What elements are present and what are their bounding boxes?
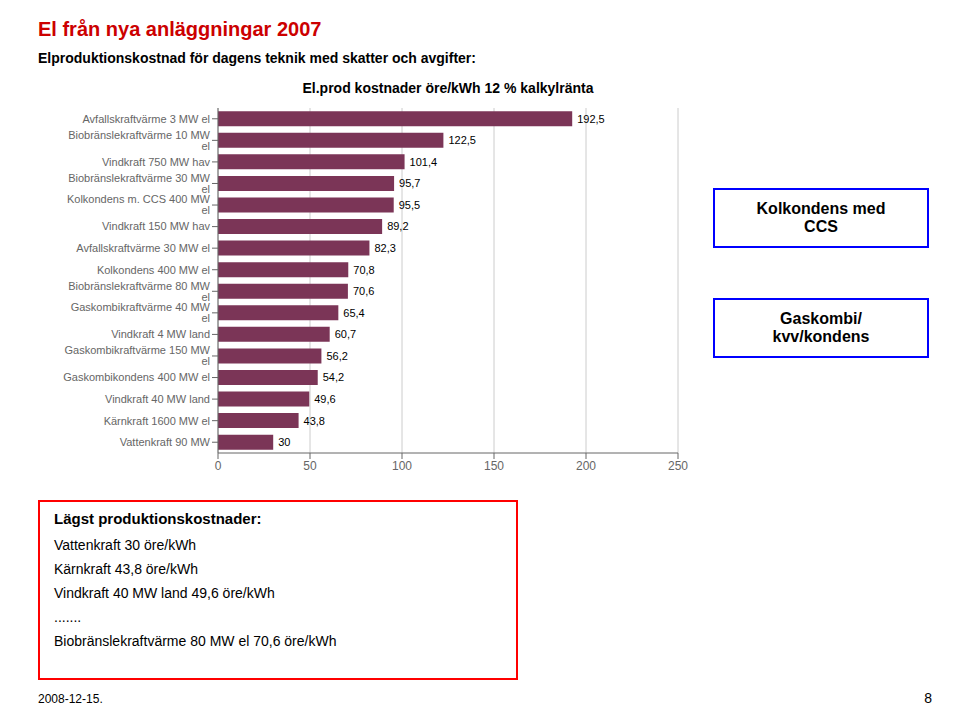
svg-text:30: 30	[278, 436, 290, 448]
html-text:8: 8	[924, 690, 932, 706]
html-text:Elproduktionskostnad för dagen: Elproduktionskostnad för dagens teknik m…	[38, 50, 476, 66]
svg-text:65,4: 65,4	[343, 307, 364, 319]
svg-text:150: 150	[484, 459, 504, 473]
svg-text:60,7: 60,7	[335, 328, 356, 340]
svg-text:43,8: 43,8	[304, 415, 325, 427]
html-text:El.prod kostnader öre/kWh 12 %: El.prod kostnader öre/kWh 12 % kalkylrän…	[302, 80, 594, 96]
html-text:Vindkraft 40 MW land 49,6 öre/: Vindkraft 40 MW land 49,6 öre/kWh	[54, 585, 275, 601]
svg-text:Gaskombikraftvärme 150 MWel: Gaskombikraftvärme 150 MWel	[65, 344, 211, 367]
html-text:Biobränslekraftvärme 80 MW el: Biobränslekraftvärme 80 MW el 70,6 öre/k…	[54, 633, 337, 649]
svg-text:89,2: 89,2	[387, 220, 408, 232]
svg-text:101,4: 101,4	[410, 156, 438, 168]
svg-text:Vindkraft 750 MW hav: Vindkraft 750 MW hav	[102, 156, 211, 168]
svg-text:Kärnkraft 1600 MW el: Kärnkraft 1600 MW el	[104, 415, 210, 427]
svg-text:Gaskombikondens 400 MW el: Gaskombikondens 400 MW el	[63, 371, 210, 383]
svg-text:Biobränslekraftvärme 30 MWel: Biobränslekraftvärme 30 MWel	[68, 172, 210, 195]
html-text:El från nya anläggningar 2007: El från nya anläggningar 2007	[38, 18, 322, 40]
svg-text:Gaskombikraftvärme 40 MWel: Gaskombikraftvärme 40 MWel	[71, 301, 211, 324]
svg-text:50: 50	[303, 459, 317, 473]
svg-text:Vindkraft 40 MW land: Vindkraft 40 MW land	[105, 393, 210, 405]
svg-text:Avfallskraftvärme 3 MW el: Avfallskraftvärme 3 MW el	[82, 113, 210, 125]
svg-text:100: 100	[392, 459, 412, 473]
svg-text:192,5: 192,5	[577, 113, 605, 125]
svg-text:Vattenkraft 90 MW: Vattenkraft 90 MW	[120, 436, 211, 448]
svg-text:Kolkondens m. CCS 400 MWel: Kolkondens m. CCS 400 MWel	[67, 193, 211, 216]
svg-text:82,3: 82,3	[374, 242, 395, 254]
svg-text:Avfallskraftvärme 30 MW el: Avfallskraftvärme 30 MW el	[76, 242, 210, 254]
svg-text:95,7: 95,7	[399, 177, 420, 189]
svg-text:Vindkraft 4 MW land: Vindkraft 4 MW land	[111, 328, 210, 340]
svg-text:200: 200	[576, 459, 596, 473]
html-text:Kolkondens med CCS: Kolkondens med CCS	[756, 200, 886, 235]
svg-text:Kolkondens 400 MW el: Kolkondens 400 MW el	[97, 264, 210, 276]
html-text:2008-12-15.: 2008-12-15.	[38, 692, 103, 706]
html-text:Vattenkraft 30 öre/kWh: Vattenkraft 30 öre/kWh	[54, 537, 197, 553]
svg-text:Biobränslekraftvärme 80 MWel: Biobränslekraftvärme 80 MWel	[68, 280, 210, 303]
svg-text:56,2: 56,2	[326, 350, 347, 362]
svg-text:49,6: 49,6	[314, 393, 335, 405]
svg-text:70,8: 70,8	[353, 264, 374, 276]
svg-text:Vindkraft 150 MW hav: Vindkraft 150 MW hav	[102, 220, 211, 232]
html-text:Kärnkraft 43,8 öre/kWh: Kärnkraft 43,8 öre/kWh	[54, 561, 198, 577]
svg-text:250: 250	[668, 459, 688, 473]
svg-text:70,6: 70,6	[353, 285, 374, 297]
svg-text:54,2: 54,2	[323, 371, 344, 383]
html-text:Lägst produktionskostnader:: Lägst produktionskostnader:	[54, 510, 262, 527]
svg-text:122,5: 122,5	[448, 134, 476, 146]
svg-text:95,5: 95,5	[399, 199, 420, 211]
html-text:Gaskombi/ kvv/kondens: Gaskombi/ kvv/kondens	[772, 310, 870, 345]
svg-text:Biobränslekraftvärme 10 MWel: Biobränslekraftvärme 10 MWel	[68, 129, 210, 152]
svg-text:0: 0	[215, 459, 222, 473]
